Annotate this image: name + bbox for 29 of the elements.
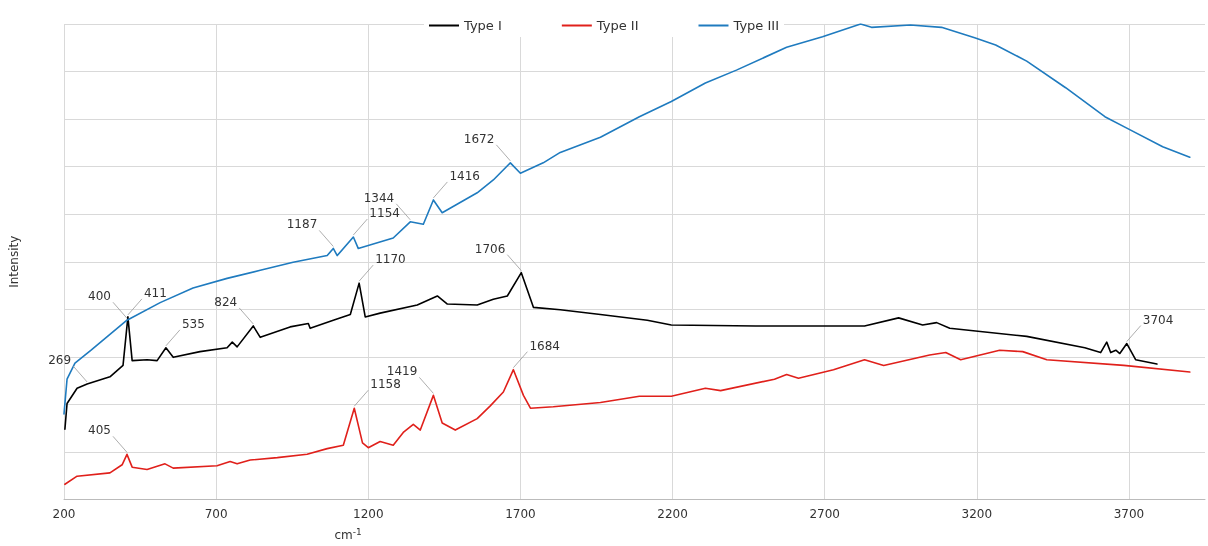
x-tick-label: 200 [52, 506, 76, 521]
x-tick-label: 3200 [961, 506, 993, 521]
x-tick-label: 2700 [809, 506, 840, 521]
annotation: 1187 [286, 217, 318, 232]
annotation: 1706 [474, 241, 506, 256]
x-tick-label: 1200 [352, 506, 384, 521]
annotation: 1154 [369, 206, 400, 221]
x-tick-label: 3700 [1113, 506, 1145, 521]
annotation: 400 [88, 289, 111, 304]
annotation: 405 [88, 423, 111, 438]
annotation: 1416 [449, 168, 480, 183]
annotation: 411 [143, 285, 167, 300]
annotation: 1684 [529, 338, 560, 353]
annotation: 824 [214, 294, 238, 309]
y-axis-title: Intensity [7, 235, 21, 288]
legend-label: Type I [463, 18, 502, 33]
annotation: 3704 [1142, 312, 1174, 327]
annotation: 535 [181, 316, 205, 331]
annotation: 1672 [463, 131, 495, 146]
annotation: 1344 [363, 190, 395, 205]
legend-label: Type II [595, 18, 639, 33]
annotation: 1419 [386, 364, 418, 379]
annotation: 269 [48, 352, 72, 367]
annotation: 1158 [370, 377, 401, 392]
legend-label: Type III [732, 18, 779, 33]
x-tick-label: 1700 [505, 506, 536, 521]
x-tick-label: 2200 [657, 506, 688, 521]
annotation: 1170 [375, 252, 406, 267]
x-tick-label: 700 [204, 506, 228, 521]
